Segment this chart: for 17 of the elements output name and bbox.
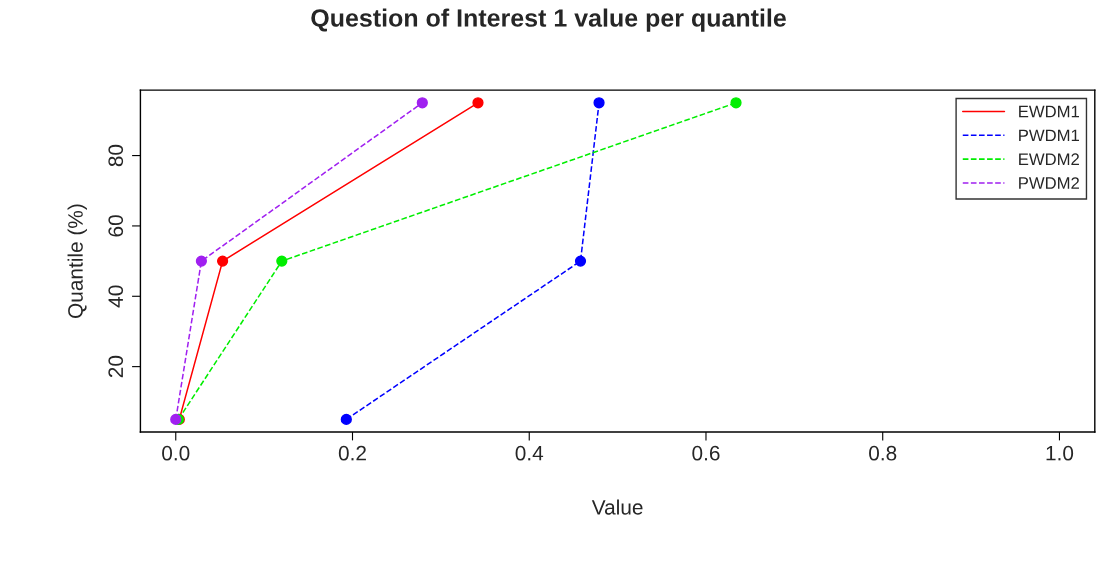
- chart-title: Question of Interest 1 value per quantile: [311, 8, 786, 32]
- y-tick-label: 20: [108, 355, 124, 378]
- x-axis-title: Value: [591, 499, 643, 515]
- y-tick-label: 60: [108, 215, 124, 237]
- y-axis-title: Quantile (%): [67, 204, 87, 319]
- x-tick-label: 0.6: [692, 445, 720, 461]
- y-tick-label: 80: [108, 144, 124, 167]
- x-tick-label: 0.2: [338, 445, 366, 461]
- x-tick-label: 0.0: [162, 445, 190, 461]
- x-tick-label: 0.8: [869, 445, 897, 461]
- legend-label: PWDM1: [1019, 129, 1079, 142]
- legend-label: EWDM2: [1019, 153, 1079, 165]
- legend-label: PWDM2: [1019, 177, 1079, 189]
- legend-label: EWDM1: [1019, 105, 1079, 118]
- x-tick-label: 0.4: [515, 445, 544, 461]
- y-tick-label: 40: [108, 285, 124, 308]
- x-tick-label: 1.0: [1046, 445, 1074, 461]
